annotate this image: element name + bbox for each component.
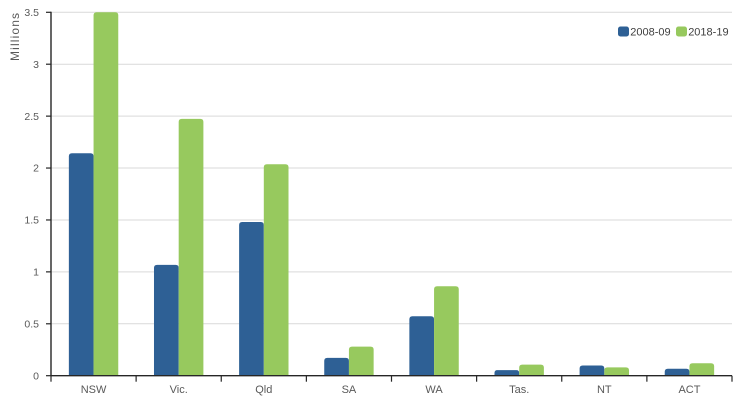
svg-text:Tas.: Tas. — [509, 384, 529, 396]
svg-text:3: 3 — [33, 59, 39, 71]
svg-text:2008-09: 2008-09 — [630, 26, 670, 38]
svg-text:3.5: 3.5 — [24, 7, 39, 19]
svg-text:NSW: NSW — [81, 384, 107, 396]
svg-text:Vic.: Vic. — [170, 384, 188, 396]
svg-text:1: 1 — [33, 267, 39, 279]
svg-text:2.5: 2.5 — [24, 111, 39, 123]
svg-text:1.5: 1.5 — [24, 215, 39, 227]
svg-text:Millions: Millions — [8, 12, 22, 61]
svg-text:2018-19: 2018-19 — [688, 26, 728, 38]
svg-text:WA: WA — [425, 384, 443, 396]
svg-text:0.5: 0.5 — [24, 318, 39, 330]
svg-text:0: 0 — [33, 370, 39, 382]
svg-text:ACT: ACT — [678, 384, 700, 396]
svg-text:NT: NT — [597, 384, 612, 396]
svg-text:SA: SA — [342, 384, 357, 396]
svg-text:Qld: Qld — [255, 384, 272, 396]
svg-text:2: 2 — [33, 163, 39, 175]
